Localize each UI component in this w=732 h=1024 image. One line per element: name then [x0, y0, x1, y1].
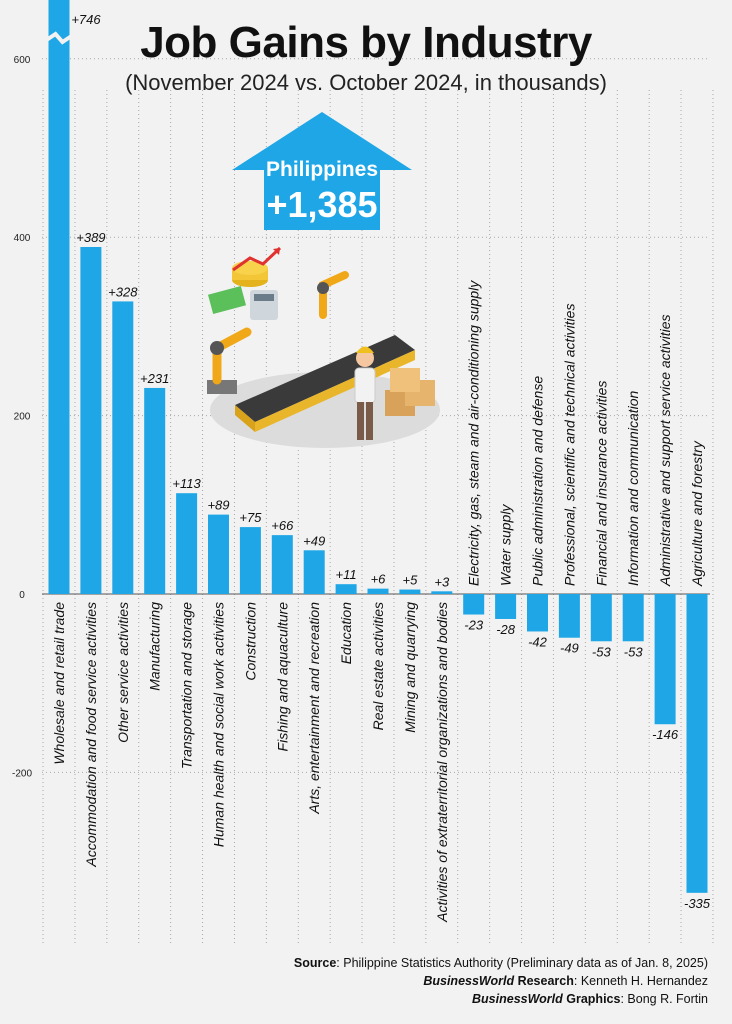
value-label: +75 [239, 510, 262, 525]
value-label: +328 [108, 284, 138, 299]
category-label: Electricity, gas, steam and air-conditio… [466, 280, 482, 586]
bar [208, 514, 229, 594]
value-label: +231 [140, 371, 169, 386]
category-label: Fishing and aquaculture [274, 602, 290, 752]
y-tick-label: -200 [12, 768, 32, 779]
bar [176, 493, 198, 594]
value-label: +746 [71, 12, 101, 27]
factory-illustration [207, 246, 440, 448]
value-label: +49 [303, 533, 325, 548]
category-label: Manufacturing [147, 602, 163, 691]
value-label: -53 [592, 644, 612, 659]
bar [335, 584, 357, 594]
category-label: Mining and quarrying [402, 602, 418, 733]
category-label: Construction [242, 602, 258, 681]
bar [463, 594, 485, 615]
category-label: Education [338, 602, 354, 664]
bar [112, 301, 134, 594]
total-callout: Philippines +1,385 [232, 112, 412, 230]
callout-value: +1,385 [266, 184, 378, 225]
value-label: -146 [652, 727, 679, 742]
graphics-line: BusinessWorld Graphics: Bong R. Fortin [472, 992, 708, 1006]
category-label: Real estate activities [370, 602, 386, 730]
footer-credits: Source: Philippine Statistics Authority … [294, 954, 708, 1008]
bar [80, 247, 102, 594]
value-label: -23 [464, 618, 484, 633]
bar [431, 591, 453, 594]
value-label: +6 [371, 572, 387, 587]
bar [48, 0, 70, 594]
bar [239, 527, 261, 594]
value-label: +89 [207, 498, 229, 513]
category-label: Agriculture and forestry [689, 440, 705, 587]
bar [590, 594, 612, 642]
value-label: +389 [76, 230, 105, 245]
category-label: Arts, entertainment and recreation [306, 602, 322, 815]
value-label: +5 [402, 573, 418, 588]
category-label: Wholesale and retail trade [51, 602, 67, 765]
bar [654, 594, 676, 725]
category-label: Activities of extraterritorial organizat… [434, 602, 450, 923]
value-label: -49 [560, 641, 579, 656]
bar [527, 594, 548, 632]
value-label: +3 [434, 574, 450, 589]
chart-subtitle: (November 2024 vs. October 2024, in thou… [125, 70, 607, 95]
bar [495, 594, 517, 619]
bar [558, 594, 580, 638]
value-label: -335 [684, 896, 711, 911]
category-label: Water supply [498, 504, 514, 586]
bar [686, 594, 708, 893]
bar [144, 387, 166, 594]
category-label: Transportation and storage [179, 602, 195, 769]
category-label: Professional, scientific and technical a… [561, 304, 577, 586]
value-label: -53 [624, 644, 644, 659]
up-arrow-icon [232, 112, 412, 230]
callout-label: Philippines [265, 158, 378, 181]
value-label: -42 [528, 634, 548, 649]
y-tick-label: 0 [19, 590, 25, 601]
source-line: Source: Philippine Statistics Authority … [293, 956, 708, 970]
category-label: Other service activities [115, 602, 131, 743]
y-tick-label: 200 [14, 412, 31, 423]
category-label: Information and communication [625, 390, 641, 586]
value-label: +66 [271, 518, 294, 533]
category-label: Accommodation and food service activitie… [83, 602, 99, 868]
value-label: +113 [172, 476, 201, 491]
category-label: Human health and social work activities [211, 602, 227, 847]
value-label: -28 [496, 622, 516, 637]
bar [399, 589, 421, 594]
bar [271, 535, 293, 594]
bar [303, 550, 325, 594]
y-tick-label: 400 [14, 233, 31, 244]
category-label: Public administration and defense [530, 376, 546, 586]
research-line: BusinessWorld Research: Kenneth H. Herna… [423, 974, 708, 988]
bar [622, 594, 644, 642]
bar [367, 588, 389, 594]
category-label: Financial and insurance activities [593, 381, 609, 586]
value-label: +11 [336, 567, 357, 582]
y-tick-label: 600 [14, 55, 31, 66]
category-label: Administrative and support service activ… [657, 314, 673, 587]
axis-break [45, 31, 73, 45]
chart-title: Job Gains by Industry [140, 18, 592, 67]
